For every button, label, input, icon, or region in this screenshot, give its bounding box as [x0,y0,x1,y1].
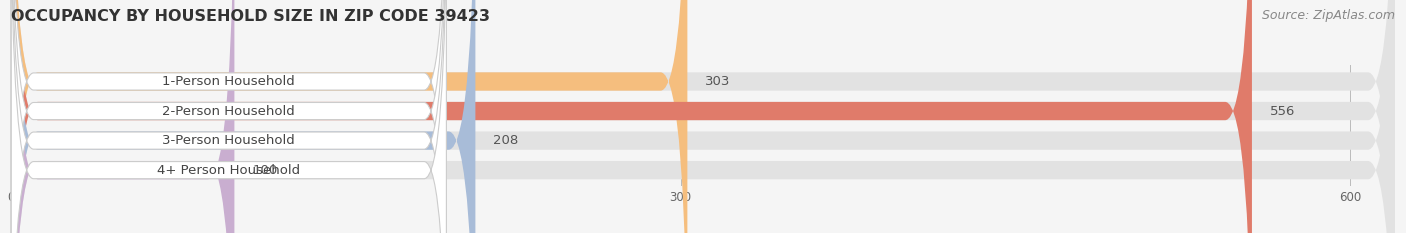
FancyBboxPatch shape [11,0,1395,233]
FancyBboxPatch shape [11,0,446,233]
FancyBboxPatch shape [11,0,1395,233]
Text: 556: 556 [1270,105,1295,117]
FancyBboxPatch shape [11,0,688,233]
FancyBboxPatch shape [11,0,446,233]
FancyBboxPatch shape [11,0,446,233]
Text: 1-Person Household: 1-Person Household [163,75,295,88]
Text: 303: 303 [706,75,731,88]
FancyBboxPatch shape [11,0,1395,233]
Text: 208: 208 [494,134,519,147]
Text: OCCUPANCY BY HOUSEHOLD SIZE IN ZIP CODE 39423: OCCUPANCY BY HOUSEHOLD SIZE IN ZIP CODE … [11,9,491,24]
Text: Source: ZipAtlas.com: Source: ZipAtlas.com [1261,9,1395,22]
FancyBboxPatch shape [11,0,1395,233]
Text: 100: 100 [252,164,277,177]
FancyBboxPatch shape [11,0,446,233]
Text: 4+ Person Household: 4+ Person Household [157,164,301,177]
FancyBboxPatch shape [11,0,475,233]
Text: 2-Person Household: 2-Person Household [163,105,295,117]
FancyBboxPatch shape [11,0,1251,233]
FancyBboxPatch shape [11,0,235,233]
Text: 3-Person Household: 3-Person Household [163,134,295,147]
